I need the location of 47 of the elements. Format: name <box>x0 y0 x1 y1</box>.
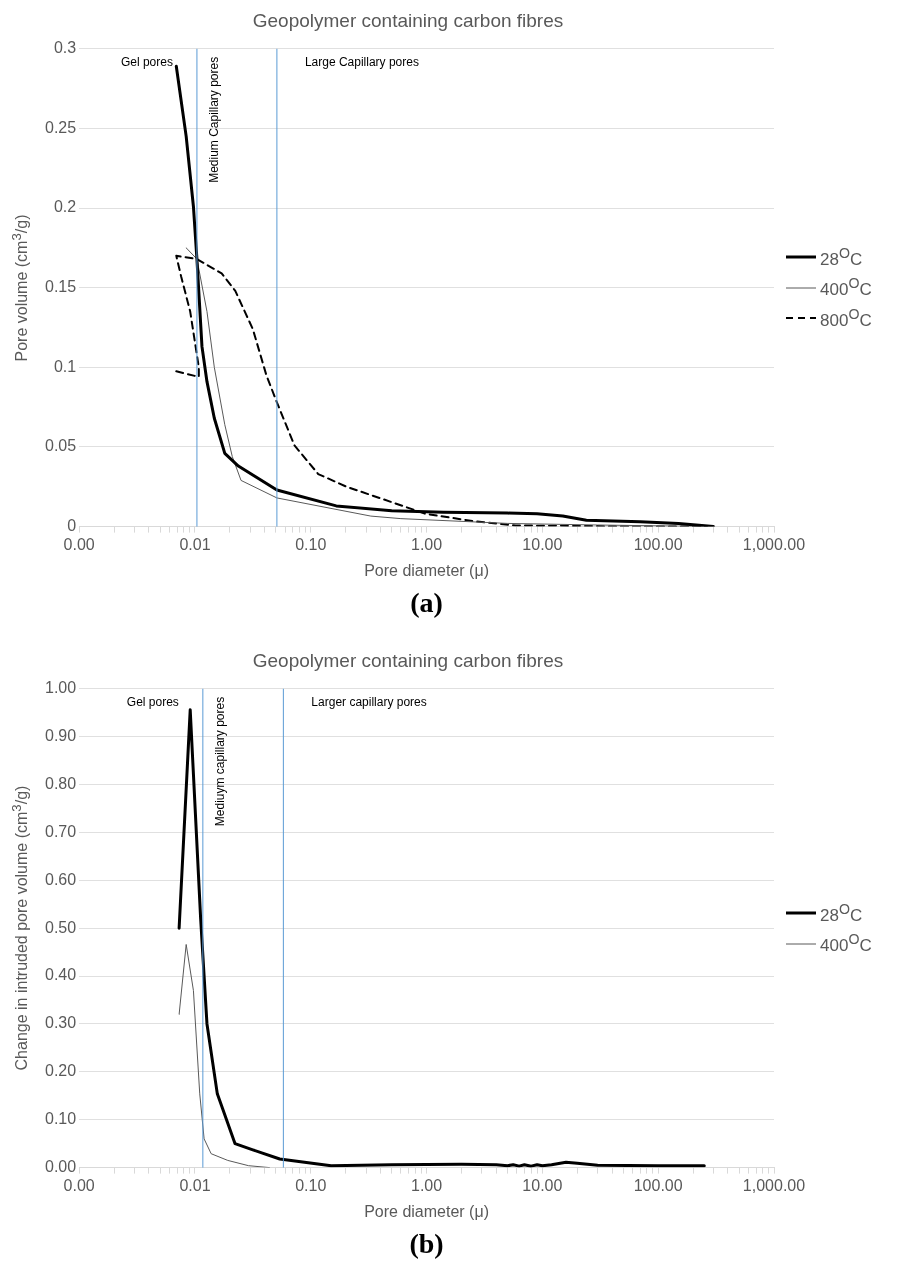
y-tick-label: 0.60 <box>45 870 77 888</box>
annotation: Medium Capillary pores <box>207 56 222 183</box>
chart-title: Geopolymer containing carbon fibres <box>252 649 564 671</box>
text: (a) <box>410 587 443 619</box>
x-tick-label: 1.00 <box>411 535 443 553</box>
annotation: Larger capillary pores <box>311 695 427 710</box>
y-tick-label: 0.1 <box>53 357 77 375</box>
y-tick-label: 0.15 <box>45 278 77 296</box>
chart-title: Geopolymer containing carbon fibres <box>252 9 564 31</box>
x-tick-label: 1,000.00 <box>742 535 806 553</box>
y-tick-label: 0.40 <box>45 966 77 984</box>
y-tick-label: 0.50 <box>45 918 77 936</box>
legend-label: 400$^{O}$C <box>820 275 872 300</box>
y-tick-label: 0.30 <box>45 1014 77 1032</box>
x-tick-label: 100.00 <box>633 535 683 553</box>
y-tick-label: 0.2 <box>53 198 77 216</box>
annotation: Mediuym capillary pores <box>213 696 228 827</box>
x-axis-title: Pore diameter (μ) <box>364 561 489 579</box>
legend-label: 800$^{O}$C <box>820 306 872 331</box>
y-tick-label: 0.10 <box>45 1110 77 1128</box>
y-tick-label: 0.05 <box>45 437 77 455</box>
y-tick-label: 0.70 <box>45 822 77 840</box>
legend-label: 28$^{O}$C <box>820 244 863 270</box>
x-axis-title: Pore diameter (μ) <box>364 1202 489 1220</box>
x-tick-label: 100.00 <box>633 1176 683 1194</box>
y-tick-label: 0.00 <box>45 1158 77 1176</box>
x-tick-label: 1,000.00 <box>742 1176 806 1194</box>
annotation: Large Capillary pores <box>304 55 419 70</box>
x-tick-label: 10.00 <box>522 535 563 553</box>
x-tick-label: 0.10 <box>295 535 327 553</box>
y-tick-label: 0.20 <box>45 1062 77 1080</box>
annotation: Gel pores <box>126 695 179 710</box>
x-tick-label: 0.01 <box>179 1176 211 1194</box>
legend-label: 28$^{O}$C <box>820 900 863 926</box>
y-tick-label: 0.25 <box>45 118 77 136</box>
y-tick-label: 1.00 <box>45 679 77 697</box>
y-tick-label: 0.80 <box>45 774 77 792</box>
text: (b) <box>409 1228 444 1260</box>
x-tick-label: 0.10 <box>295 1176 327 1194</box>
x-tick-label: 10.00 <box>522 1176 563 1194</box>
x-tick-label: 0.01 <box>179 535 211 553</box>
annotation: Gel pores <box>120 55 173 70</box>
y-tick-label: 0.3 <box>53 39 77 57</box>
y-tick-label: 0 <box>67 517 77 535</box>
y-tick-label: 0.90 <box>45 727 77 745</box>
legend-label: 400$^{O}$C <box>820 931 872 956</box>
x-tick-label: 1.00 <box>411 1176 443 1194</box>
